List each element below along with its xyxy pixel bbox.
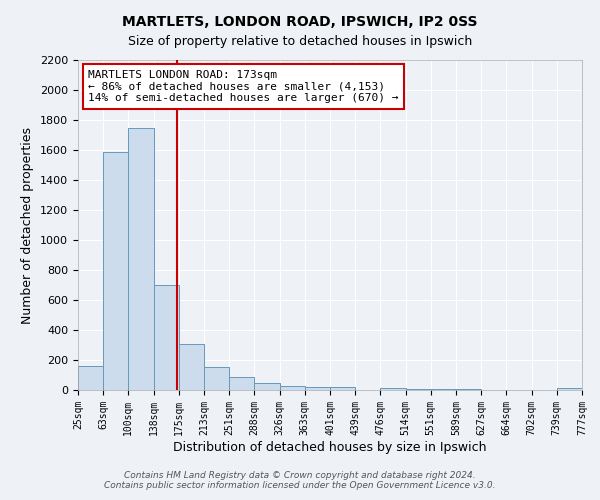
Bar xyxy=(557,388,582,390)
Bar xyxy=(204,367,229,390)
X-axis label: Distribution of detached houses by size in Ipswich: Distribution of detached houses by size … xyxy=(173,440,487,454)
Bar xyxy=(179,344,204,390)
Bar xyxy=(406,388,431,390)
Bar xyxy=(154,285,179,390)
Bar xyxy=(78,366,103,390)
Bar xyxy=(431,388,456,390)
Text: MARTLETS LONDON ROAD: 173sqm
← 86% of detached houses are smaller (4,153)
14% of: MARTLETS LONDON ROAD: 173sqm ← 86% of de… xyxy=(88,70,398,103)
Y-axis label: Number of detached properties: Number of detached properties xyxy=(22,126,34,324)
Text: Size of property relative to detached houses in Ipswich: Size of property relative to detached ho… xyxy=(128,35,472,48)
Text: Contains HM Land Registry data © Crown copyright and database right 2024.
Contai: Contains HM Land Registry data © Crown c… xyxy=(104,470,496,490)
Bar xyxy=(280,386,305,390)
Bar xyxy=(254,383,280,390)
Bar xyxy=(380,388,406,390)
Bar xyxy=(229,378,254,390)
Bar xyxy=(330,387,355,390)
Bar xyxy=(128,128,154,390)
Bar xyxy=(103,152,128,390)
Bar xyxy=(456,389,481,390)
Text: MARTLETS, LONDON ROAD, IPSWICH, IP2 0SS: MARTLETS, LONDON ROAD, IPSWICH, IP2 0SS xyxy=(122,15,478,29)
Bar xyxy=(305,387,330,390)
